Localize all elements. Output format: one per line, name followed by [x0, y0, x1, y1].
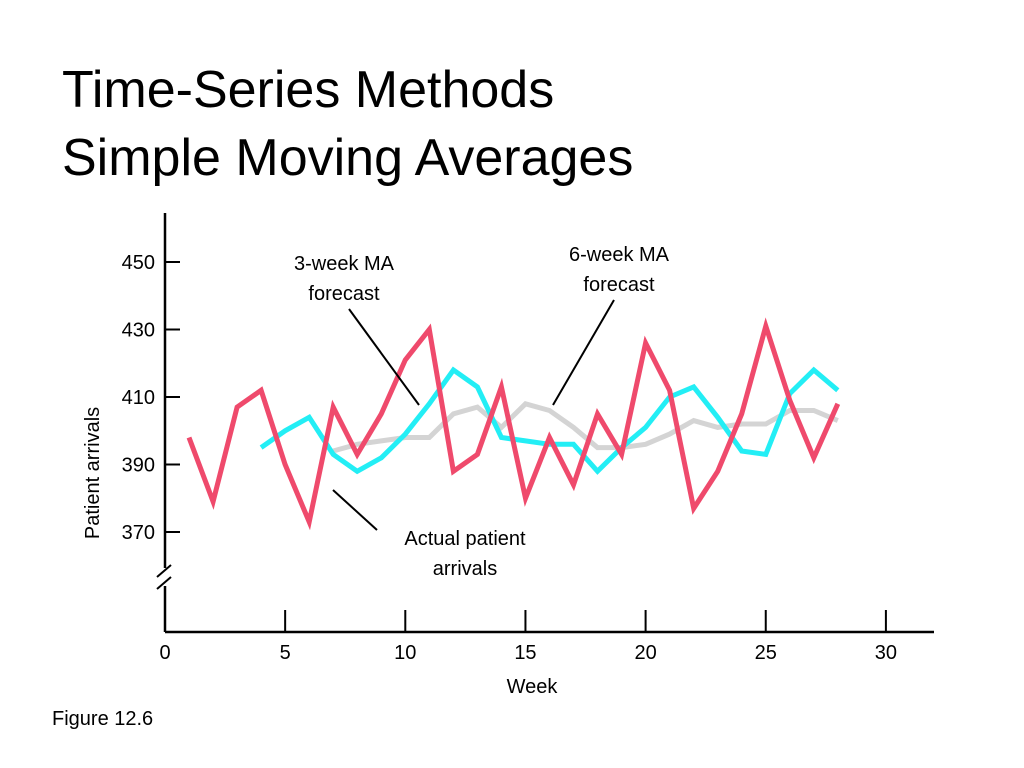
x-tick-label: 15	[514, 642, 536, 664]
x-tick-label: 5	[280, 642, 291, 664]
slide-title: Time-Series Methods Simple Moving Averag…	[62, 56, 633, 192]
x-tick-label: 30	[875, 642, 897, 664]
x-axis-label: Week	[507, 676, 559, 698]
y-tick-label: 390	[122, 455, 155, 477]
y-tick-label: 450	[122, 252, 155, 274]
x-tick-label: 10	[394, 642, 416, 664]
series-line-actual	[186, 317, 841, 531]
y-tick-label: 410	[122, 387, 155, 409]
annotation-leader-line	[552, 299, 615, 406]
annotation-ma3-label: 3-week MA	[294, 253, 395, 275]
annotation-actual-label: arrivals	[433, 558, 497, 580]
annotation-leader-line	[348, 308, 420, 406]
annotation-ma3-label: forecast	[308, 283, 380, 305]
y-axis-label: Patient arrivals	[82, 407, 104, 539]
axis-break-mark	[156, 576, 172, 590]
title-line-2: Simple Moving Averages	[62, 129, 634, 187]
title-line-1: Time-Series Methods	[62, 61, 555, 119]
x-tick-label: 20	[634, 642, 656, 664]
figure-caption: Figure 12.6	[52, 708, 154, 730]
y-tick-label: 370	[122, 522, 155, 544]
x-tick-label: 0	[159, 642, 170, 664]
axis-break-mark	[156, 564, 172, 578]
y-tick-label: 430	[122, 320, 155, 342]
annotation-actual-label: Actual patient	[404, 528, 526, 550]
series-line-ma6	[332, 401, 839, 454]
annotation-leader-line	[332, 489, 378, 531]
x-tick-label: 25	[755, 642, 777, 664]
annotation-ma6-label: 6-week MA	[569, 244, 670, 266]
annotation-ma6-label: forecast	[583, 274, 655, 296]
